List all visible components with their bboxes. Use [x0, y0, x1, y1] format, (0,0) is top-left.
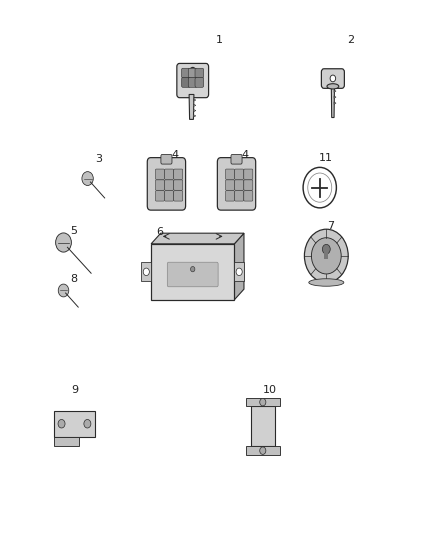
- Polygon shape: [194, 109, 196, 112]
- Polygon shape: [334, 90, 336, 92]
- FancyBboxPatch shape: [244, 191, 253, 201]
- Circle shape: [143, 268, 149, 276]
- Text: 4: 4: [242, 150, 249, 160]
- FancyBboxPatch shape: [174, 191, 183, 201]
- FancyBboxPatch shape: [174, 169, 183, 180]
- FancyBboxPatch shape: [226, 169, 234, 180]
- FancyBboxPatch shape: [231, 155, 242, 164]
- Polygon shape: [189, 94, 194, 119]
- Bar: [141, 262, 151, 281]
- FancyBboxPatch shape: [155, 169, 164, 180]
- Circle shape: [56, 233, 71, 252]
- Polygon shape: [331, 86, 335, 118]
- Circle shape: [58, 284, 69, 297]
- FancyBboxPatch shape: [155, 191, 164, 201]
- Polygon shape: [234, 233, 244, 300]
- FancyBboxPatch shape: [174, 180, 183, 190]
- FancyBboxPatch shape: [321, 69, 344, 88]
- FancyBboxPatch shape: [167, 262, 218, 287]
- FancyBboxPatch shape: [235, 191, 244, 201]
- FancyBboxPatch shape: [177, 63, 208, 98]
- Text: 2: 2: [347, 35, 354, 45]
- FancyBboxPatch shape: [161, 155, 172, 164]
- Text: 7: 7: [327, 221, 334, 231]
- Circle shape: [311, 238, 341, 274]
- FancyBboxPatch shape: [181, 68, 190, 78]
- Circle shape: [260, 399, 266, 406]
- Circle shape: [260, 447, 266, 454]
- Polygon shape: [334, 96, 336, 98]
- FancyBboxPatch shape: [195, 78, 204, 87]
- Text: 9: 9: [71, 385, 78, 395]
- Circle shape: [191, 266, 195, 272]
- Text: 4: 4: [172, 150, 179, 160]
- Circle shape: [236, 268, 242, 276]
- FancyBboxPatch shape: [226, 180, 234, 190]
- Polygon shape: [334, 102, 336, 104]
- FancyBboxPatch shape: [195, 68, 204, 78]
- FancyBboxPatch shape: [244, 180, 253, 190]
- FancyBboxPatch shape: [217, 158, 256, 210]
- FancyBboxPatch shape: [155, 180, 164, 190]
- FancyBboxPatch shape: [244, 169, 253, 180]
- FancyBboxPatch shape: [165, 191, 173, 201]
- Text: 11: 11: [319, 152, 333, 163]
- FancyBboxPatch shape: [165, 180, 173, 190]
- Polygon shape: [194, 104, 196, 107]
- FancyBboxPatch shape: [226, 191, 234, 201]
- Bar: [54, 411, 95, 437]
- FancyBboxPatch shape: [235, 180, 244, 190]
- Bar: [151, 244, 234, 300]
- Text: 5: 5: [70, 225, 77, 236]
- Text: 6: 6: [156, 227, 163, 237]
- Bar: [54, 437, 78, 446]
- FancyBboxPatch shape: [235, 169, 244, 180]
- Bar: [246, 398, 279, 406]
- FancyBboxPatch shape: [188, 68, 197, 78]
- Circle shape: [322, 244, 330, 254]
- Bar: [251, 406, 275, 447]
- Text: 8: 8: [70, 273, 77, 284]
- Bar: [246, 446, 279, 455]
- FancyBboxPatch shape: [147, 158, 186, 210]
- FancyBboxPatch shape: [181, 78, 190, 87]
- Circle shape: [82, 172, 93, 185]
- Ellipse shape: [327, 84, 339, 89]
- Circle shape: [304, 229, 348, 282]
- Polygon shape: [194, 99, 196, 101]
- Text: 10: 10: [262, 385, 276, 395]
- Circle shape: [84, 419, 91, 428]
- Circle shape: [330, 75, 336, 82]
- FancyBboxPatch shape: [165, 169, 173, 180]
- FancyBboxPatch shape: [188, 78, 197, 87]
- Polygon shape: [194, 115, 196, 117]
- Text: 1: 1: [215, 35, 223, 45]
- Bar: [324, 249, 328, 259]
- Text: 3: 3: [95, 154, 102, 164]
- Ellipse shape: [309, 279, 344, 286]
- Bar: [234, 262, 244, 281]
- Circle shape: [58, 419, 65, 428]
- Polygon shape: [151, 233, 244, 244]
